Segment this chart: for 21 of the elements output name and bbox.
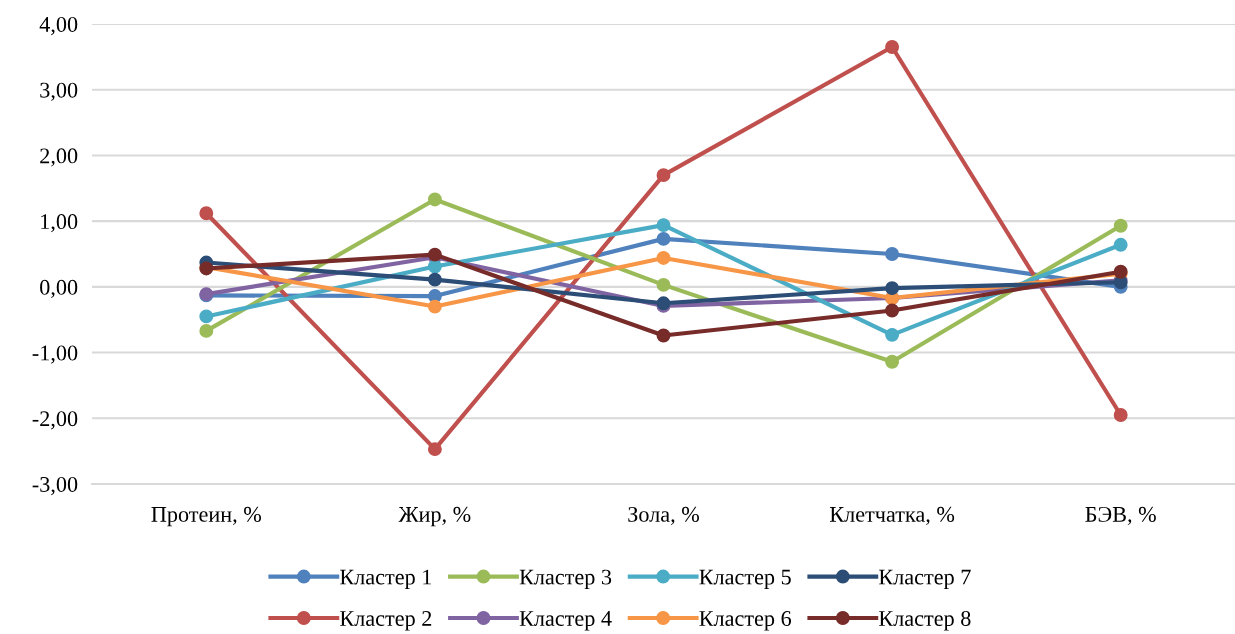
legend-label: Кластер 1 — [340, 569, 432, 590]
y-tick-label: 1,00 — [41, 214, 78, 233]
y-tick-label: -2,00 — [32, 411, 78, 430]
x-tick-label: Зола, % — [628, 506, 699, 526]
y-tick-label: 2,00 — [40, 148, 78, 167]
y-tick-label: 4,00 — [39, 16, 78, 36]
legend-label: Кластер 3 — [519, 569, 612, 590]
legend-label: Кластер 7 — [879, 569, 971, 590]
legend-label: Кластер 5 — [699, 569, 791, 590]
legend-label: Кластер 2 — [340, 611, 432, 631]
y-tick-label: -3,00 — [32, 476, 78, 496]
y-tick-label: -1,00 — [32, 345, 78, 364]
legend-label: Кластер 6 — [699, 611, 792, 631]
x-tick-label: БЭВ, % — [1085, 506, 1156, 526]
x-tick-label: Протеин, % — [151, 506, 262, 527]
legend-label: Кластер 8 — [879, 610, 971, 631]
y-tick-label: 0,00 — [40, 279, 78, 298]
legend-label: Кластер 4 — [519, 611, 612, 631]
y-tick-label: 3,00 — [40, 82, 78, 101]
x-tick-label: Жир, % — [398, 506, 471, 527]
x-tick-label: Клетчатка, % — [829, 506, 955, 526]
